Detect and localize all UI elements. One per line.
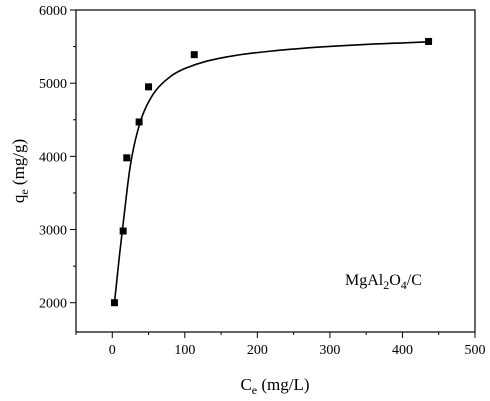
x-tick-label: 200	[247, 343, 268, 358]
data-point	[119, 227, 127, 235]
y-tick-label: 2000	[39, 297, 67, 312]
fit-curve	[113, 41, 429, 304]
tick-labels: 0 100 200 300 400 500 2000 3000 4000 5000 6000	[39, 4, 486, 358]
data-point	[110, 299, 118, 307]
data-point	[123, 154, 131, 162]
x-tick-label: 300	[319, 343, 340, 358]
data-point	[145, 83, 153, 91]
y-tick-label: 4000	[39, 150, 67, 165]
data-point	[135, 118, 143, 126]
x-tick-label: 0	[109, 343, 116, 358]
plot-frame	[75, 9, 476, 333]
data-point	[190, 51, 198, 59]
data-markers	[110, 37, 433, 307]
axis-ticks	[70, 9, 476, 338]
x-axis-title: Ce (mg/L)	[240, 375, 309, 397]
x-tick-label: 400	[392, 343, 413, 358]
x-tick-label: 500	[465, 343, 486, 358]
y-tick-label: 3000	[39, 224, 67, 239]
y-axis-title: qe (mg/g)	[9, 139, 31, 203]
y-tick-label: 5000	[39, 77, 67, 92]
x-tick-label: 100	[174, 343, 195, 358]
sample-annotation: MgAl2O4/C	[345, 272, 422, 292]
data-point	[425, 37, 433, 45]
y-tick-label: 6000	[39, 4, 67, 19]
